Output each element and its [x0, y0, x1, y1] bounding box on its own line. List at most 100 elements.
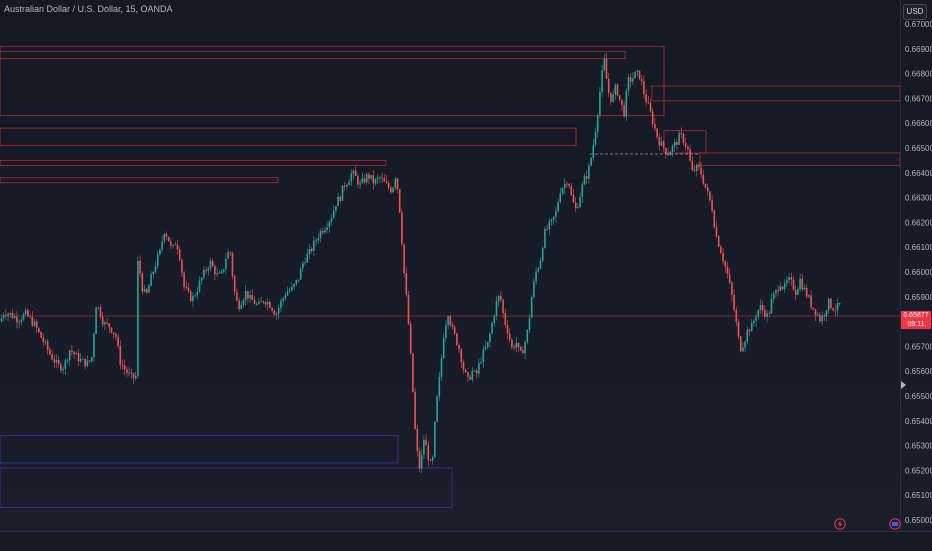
- candle-body: [348, 181, 350, 185]
- zone-demand-9[interactable]: [0, 467, 453, 509]
- candle-body: [86, 360, 89, 367]
- candle-body: [11, 312, 14, 319]
- candle-body: [220, 271, 223, 273]
- y-tick-label: 0.65000: [905, 516, 932, 525]
- candle-body: [255, 303, 258, 305]
- candle-body: [821, 315, 823, 322]
- zone-supply-6[interactable]: [663, 130, 707, 154]
- candle-body: [277, 307, 280, 314]
- candle-body: [676, 141, 678, 145]
- candle-body: [372, 175, 375, 184]
- zone-supply-0[interactable]: [0, 45, 665, 117]
- candle-body: [451, 324, 454, 327]
- candle-body: [280, 300, 282, 308]
- candle-body: [684, 143, 687, 147]
- candle-body: [581, 184, 584, 197]
- y-tick-label: 0.66800: [905, 70, 932, 79]
- candle-body: [141, 273, 144, 292]
- candle-body: [200, 277, 203, 281]
- candle-body: [315, 240, 317, 242]
- candle-body: [381, 177, 383, 179]
- candle-body: [282, 298, 284, 301]
- candle-body: [55, 359, 58, 363]
- last-price-tag: 0.65877 09:11: [901, 311, 931, 329]
- candle-body: [715, 227, 718, 237]
- candle-body: [471, 370, 474, 380]
- candle-body: [0, 317, 3, 322]
- zone-supply-4[interactable]: [0, 177, 279, 184]
- candle-body: [328, 221, 331, 228]
- candle-body: [649, 103, 652, 112]
- candle-body: [574, 202, 577, 209]
- zone-supply-2[interactable]: [0, 127, 577, 146]
- candle-body: [660, 141, 663, 146]
- candle-body: [207, 268, 210, 271]
- candle-body: [247, 290, 249, 299]
- candle-body: [407, 294, 410, 325]
- price-axis[interactable]: [900, 0, 932, 531]
- countdown-value: 09:11: [907, 321, 925, 328]
- zone-supply-5[interactable]: [651, 85, 901, 102]
- zone-supply-1[interactable]: [0, 50, 626, 60]
- candle-body: [121, 365, 124, 366]
- zone-demand-8[interactable]: [0, 435, 399, 464]
- candle-body: [717, 236, 720, 247]
- currency-button[interactable]: USD: [903, 4, 927, 20]
- candle-body: [702, 174, 705, 184]
- candle-body: [194, 295, 196, 297]
- candle-body: [150, 274, 152, 286]
- candle-body: [271, 307, 273, 311]
- y-tick-label: 0.65100: [905, 491, 932, 500]
- candle-body: [77, 353, 80, 362]
- candle-body: [137, 260, 139, 376]
- candle-body: [313, 240, 315, 252]
- candle-body: [374, 179, 377, 184]
- candle-body: [825, 310, 828, 317]
- candle-body: [242, 300, 245, 305]
- candle-body: [304, 262, 306, 264]
- candle-body: [38, 328, 40, 332]
- time-axis[interactable]: [0, 531, 932, 551]
- candle-body: [203, 269, 205, 278]
- candle-body: [680, 133, 683, 135]
- candle-body: [541, 247, 544, 261]
- candle-body: [53, 359, 56, 363]
- candle-body: [205, 269, 207, 271]
- candle-body: [90, 356, 93, 362]
- candle-body: [588, 165, 590, 179]
- chevron-right-icon[interactable]: [901, 381, 906, 389]
- candle-body: [16, 316, 18, 323]
- candle-body: [458, 345, 460, 350]
- candle-body: [431, 457, 434, 461]
- tv-logo-icon[interactable]: [889, 518, 901, 530]
- candle-body: [654, 123, 656, 129]
- candle-body: [755, 316, 757, 321]
- lightning-icon[interactable]: [834, 518, 846, 530]
- zone-supply-3[interactable]: [0, 159, 387, 166]
- candle-body: [467, 372, 469, 377]
- candle-body: [728, 274, 731, 283]
- candle-body: [357, 175, 359, 185]
- y-tick-label: 0.66600: [905, 119, 932, 128]
- candle-body: [365, 174, 368, 183]
- candle-body: [31, 316, 34, 326]
- candle-body: [209, 260, 212, 269]
- candle-body: [671, 145, 674, 152]
- zone-supply-7[interactable]: [699, 152, 901, 166]
- candle-body: [460, 349, 463, 363]
- candle-body: [515, 342, 518, 348]
- candle-body: [416, 428, 419, 452]
- candle-body: [638, 70, 641, 80]
- candle-body: [601, 70, 603, 93]
- candle-body: [524, 341, 526, 354]
- candle-body: [790, 277, 793, 280]
- candle-body: [440, 358, 443, 377]
- candle-body: [706, 187, 709, 192]
- candle-body: [42, 337, 45, 343]
- candle-body: [682, 134, 685, 144]
- candle-body: [370, 175, 372, 179]
- candle-body: [810, 295, 812, 308]
- candle-body: [240, 304, 243, 310]
